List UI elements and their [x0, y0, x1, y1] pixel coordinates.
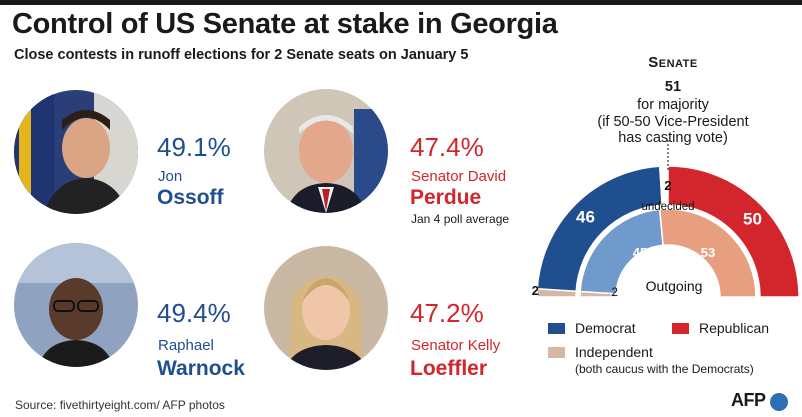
swatch-democrat	[548, 323, 565, 334]
percent-ossoff: 49.1%	[157, 132, 231, 162]
lastname-ossoff: Ossoff	[157, 186, 224, 209]
label-outgoing-democrat: 45	[633, 245, 647, 260]
majority-text: for majority (if 50-50 Vice-President ha…	[560, 97, 786, 147]
legend-republican: Republican	[672, 320, 769, 336]
label-undecided-text: undecided	[641, 201, 694, 213]
label-new-undecided: 2	[664, 178, 671, 193]
lastname-loeffler: Loeffler	[410, 357, 488, 380]
percent-warnock: 49.4%	[157, 298, 231, 328]
majority-note-2: has casting vote)	[618, 130, 728, 146]
label-new-independent: 2	[532, 283, 539, 298]
label-outgoing-republican: 53	[701, 245, 715, 260]
senate-title: Senate	[648, 54, 698, 71]
legend-republican-label: Republican	[699, 320, 770, 336]
top-rule	[0, 0, 802, 5]
page-subtitle: Close contests in runoff elections for 2…	[14, 47, 469, 63]
majority-note-1: (if 50-50 Vice-President	[597, 113, 749, 130]
photo-ossoff	[14, 90, 138, 214]
afp-logo-icon	[770, 393, 788, 411]
swatch-independent	[548, 347, 565, 358]
name-warnock: Raphael	[158, 337, 214, 354]
name-loeffler: Senator Kelly	[411, 337, 501, 354]
page-title: Control of US Senate at stake in Georgia	[12, 8, 558, 40]
percent-loeffler: 47.2%	[410, 298, 484, 328]
legend-independent-label: Independent	[575, 344, 653, 360]
majority-label: for majority	[637, 97, 709, 113]
lastname-perdue: Perdue	[410, 186, 482, 209]
name-ossoff: Jon	[158, 168, 183, 185]
afp-logo-text: AFP	[731, 390, 766, 410]
percent-perdue: 47.4%	[410, 132, 484, 162]
swatch-republican	[672, 323, 689, 334]
name-perdue: Senator David	[411, 168, 507, 185]
legend-democrat-label: Democrat	[575, 320, 636, 336]
poll-note: Jan 4 poll average	[411, 212, 510, 226]
outgoing-senate-republican-segment	[658, 208, 757, 298]
source-note: Source: fivethirtyeight.com/ AFP photos	[15, 398, 225, 412]
label-outgoing-independent: 2	[611, 285, 618, 299]
label-new-democrat: 46	[576, 208, 595, 227]
legend-democrat: Democrat	[548, 320, 636, 336]
majority-value: 51	[664, 79, 682, 95]
photo-warnock	[14, 243, 138, 367]
senate-chart: 46 50 2 undecided 2 45 53 2 Outgoing	[532, 140, 800, 299]
legend-independent-note: (both caucus with the Democrats)	[575, 362, 754, 376]
legend-independent: Independent	[548, 344, 653, 360]
label-new-republican: 50	[743, 210, 762, 229]
lastname-warnock: Warnock	[157, 357, 245, 380]
photo-loeffler	[264, 246, 388, 370]
label-outgoing: Outgoing	[646, 278, 703, 294]
new-senate-republican-segment	[667, 165, 800, 298]
photo-perdue	[264, 89, 388, 213]
